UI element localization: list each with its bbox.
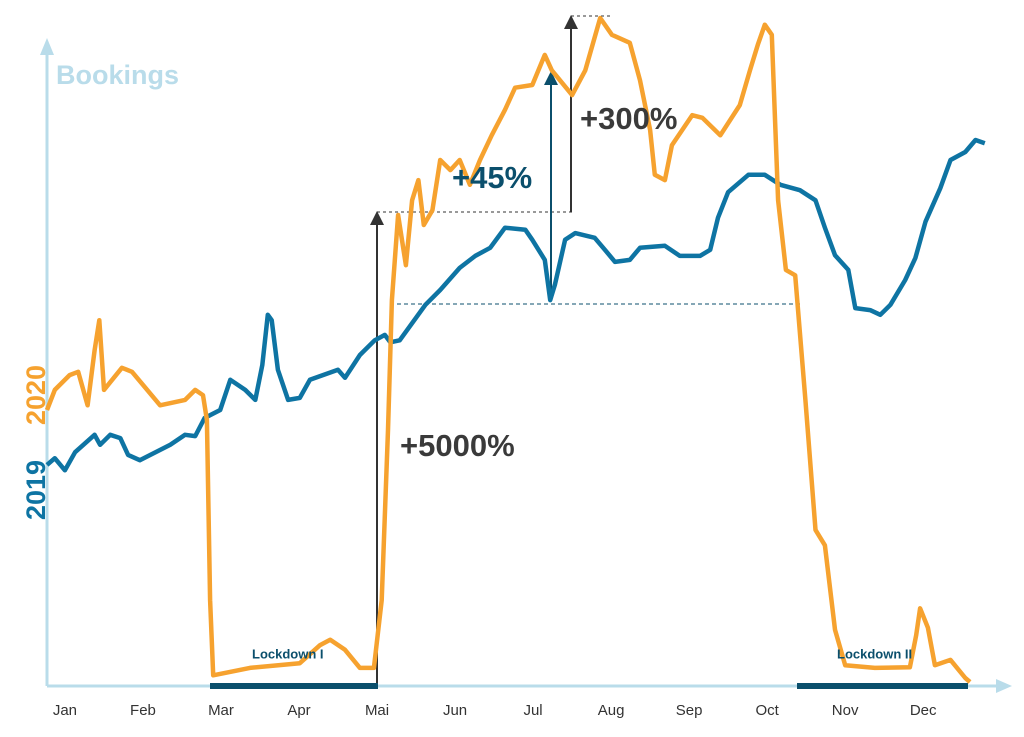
x-tick-label: Aug — [598, 702, 625, 719]
legend-2020: 2020 — [21, 365, 51, 425]
period-label: Lockdown I — [252, 646, 324, 661]
x-ticks: Jan Feb Mar Apr Mai Jun Jul Aug Sep Oct Nov Dec — [53, 702, 937, 719]
axes — [40, 38, 1012, 693]
x-tick-label: Oct — [755, 702, 779, 719]
x-tick-label: Dec — [910, 702, 937, 719]
y-axis-label: Bookings — [56, 60, 179, 90]
x-tick-label: Mar — [208, 702, 234, 719]
series — [44, 15, 986, 684]
period-label: Lockdown II — [837, 646, 912, 661]
x-tick-label: Mai — [365, 702, 389, 719]
annotation-guides — [210, 15, 968, 689]
y-axis-arrow — [40, 38, 54, 55]
x-tick-label: Jan — [53, 702, 77, 719]
x-tick-label: Jun — [443, 702, 467, 719]
x-tick-label: Apr — [287, 702, 310, 719]
line-2020 — [44, 15, 972, 684]
x-tick-label: Jul — [523, 702, 542, 719]
x-axis-arrow — [996, 679, 1012, 693]
x-tick-label: Feb — [130, 702, 156, 719]
legend-2019: 2019 — [21, 460, 51, 520]
x-tick-label: Nov — [832, 702, 859, 719]
annotation: +45% — [452, 160, 532, 195]
line-2019 — [45, 137, 986, 473]
x-tick-label: Sep — [676, 702, 703, 719]
annotation: +300% — [580, 101, 677, 136]
annotation: +5000% — [400, 428, 515, 463]
